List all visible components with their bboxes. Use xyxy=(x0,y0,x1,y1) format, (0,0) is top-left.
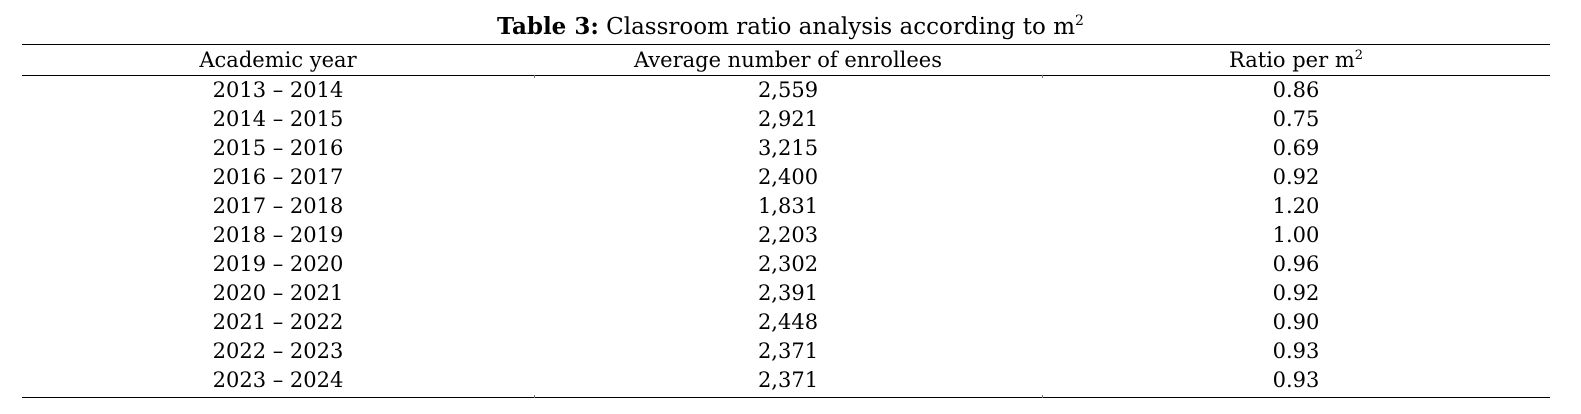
table-header-rule xyxy=(22,75,1550,76)
column-separator-tick xyxy=(534,395,535,398)
ratio-cell: 1.00 xyxy=(1272,223,1320,247)
table-row: 2016 – 2017 2,400 0.92 xyxy=(22,163,1550,192)
table-row: 2013 – 2014 2,559 0.86 xyxy=(22,76,1550,105)
table-top-rule xyxy=(22,44,1550,45)
table-row: 2015 – 2016 3,215 0.69 xyxy=(22,134,1550,163)
table-body: 2013 – 2014 2,559 0.86 2014 – 2015 2,921 0.75… xyxy=(22,76,1550,395)
academic-year-cell: 2015 – 2016 xyxy=(212,136,344,160)
table-row: 2021 – 2022 2,448 0.90 xyxy=(22,308,1550,337)
academic-year-cell: 2020 – 2021 xyxy=(212,281,344,305)
academic-year-cell: 2017 – 2018 xyxy=(212,194,344,218)
table-row: 2022 – 2023 2,371 0.93 xyxy=(22,337,1550,366)
enrollees-cell: 2,921 xyxy=(757,107,819,131)
enrollees-cell: 2,371 xyxy=(757,368,819,392)
enrollees-cell: 2,391 xyxy=(757,281,819,305)
header-ratio-per-m2: Ratio per m2 xyxy=(1228,48,1364,72)
academic-year-cell: 2014 – 2015 xyxy=(212,107,344,131)
ratio-cell: 0.69 xyxy=(1272,136,1320,160)
ratio-cell: 0.92 xyxy=(1272,165,1320,189)
table-caption: Table 3: Classroom ratio analysis accord… xyxy=(0,12,1581,42)
column-separator-tick xyxy=(534,75,535,78)
ratio-cell: 0.90 xyxy=(1272,310,1320,334)
column-separator-tick xyxy=(1042,395,1043,398)
caption-label: Table 3: xyxy=(497,13,599,40)
ratio-cell: 0.75 xyxy=(1272,107,1320,131)
ratio-cell: 0.92 xyxy=(1272,281,1320,305)
table-row: 2014 – 2015 2,921 0.75 xyxy=(22,105,1550,134)
header-average-enrollees: Average number of enrollees xyxy=(633,48,943,72)
academic-year-cell: 2018 – 2019 xyxy=(212,223,344,247)
academic-year-cell: 2023 – 2024 xyxy=(212,368,344,392)
caption-superscript: 2 xyxy=(1075,13,1084,29)
academic-year-cell: 2021 – 2022 xyxy=(212,310,344,334)
table-row: 2018 – 2019 2,203 1.00 xyxy=(22,221,1550,250)
enrollees-cell: 3,215 xyxy=(757,136,819,160)
column-separator-tick xyxy=(1042,75,1043,78)
ratio-cell: 0.86 xyxy=(1272,78,1320,102)
ratio-cell: 0.93 xyxy=(1272,339,1320,363)
table-row: 2020 – 2021 2,391 0.92 xyxy=(22,279,1550,308)
table-row: 2017 – 2018 1,831 1.20 xyxy=(22,192,1550,221)
table-row: 2023 – 2024 2,371 0.93 xyxy=(22,366,1550,395)
academic-year-cell: 2019 – 2020 xyxy=(212,252,344,276)
enrollees-cell: 2,559 xyxy=(757,78,819,102)
academic-year-cell: 2016 – 2017 xyxy=(212,165,344,189)
table-row: 2019 – 2020 2,302 0.96 xyxy=(22,250,1550,279)
enrollees-cell: 2,203 xyxy=(757,223,819,247)
table-header-row: Academic year Average number of enrollee… xyxy=(22,46,1550,76)
enrollees-cell: 2,400 xyxy=(757,165,819,189)
header-academic-year: Academic year xyxy=(199,48,357,72)
ratio-cell: 0.93 xyxy=(1272,368,1320,392)
table-bottom-rule xyxy=(22,397,1550,398)
enrollees-cell: 1,831 xyxy=(757,194,819,218)
academic-year-cell: 2013 – 2014 xyxy=(212,78,344,102)
ratio-cell: 0.96 xyxy=(1272,252,1320,276)
enrollees-cell: 2,448 xyxy=(757,310,819,334)
enrollees-cell: 2,371 xyxy=(757,339,819,363)
ratio-cell: 1.20 xyxy=(1272,194,1320,218)
enrollees-cell: 2,302 xyxy=(757,252,819,276)
classroom-ratio-table: Academic year Average number of enrollee… xyxy=(22,46,1550,395)
academic-year-cell: 2022 – 2023 xyxy=(212,339,344,363)
caption-text: Classroom ratio analysis according to m xyxy=(606,14,1076,40)
